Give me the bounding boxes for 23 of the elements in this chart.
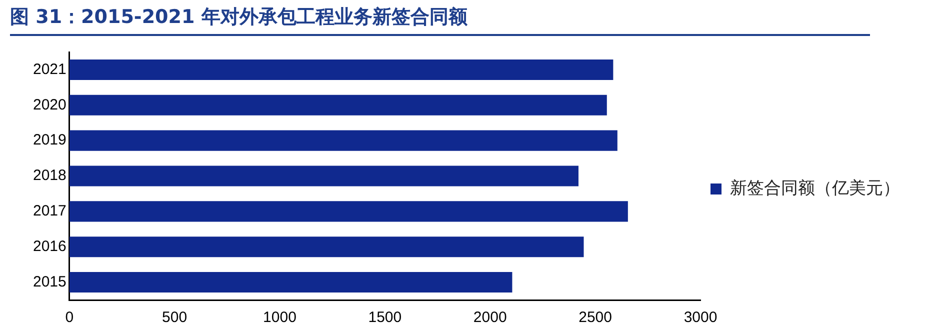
bar	[69, 236, 584, 258]
x-tick-label: 3000	[684, 309, 718, 326]
bar	[69, 130, 618, 151]
y-tick-label: 2021	[32, 60, 66, 78]
y-tick-label: 2019	[32, 132, 66, 149]
bar	[69, 59, 614, 80]
y-tick-label: 2020	[32, 96, 66, 114]
y-tick-label: 2017	[32, 202, 66, 220]
bar	[69, 166, 578, 186]
x-tick-label: 1500	[368, 309, 402, 326]
y-tick-label: 2016	[32, 238, 66, 255]
legend-label: 新签合同额（亿美元）	[730, 178, 900, 198]
y-tick-label: 2015	[32, 273, 66, 290]
bar	[69, 94, 607, 116]
chart-title: 图 31：2015-2021 年对外承包工程业务新签合同额	[10, 4, 870, 36]
x-tick-label: 2500	[578, 309, 612, 326]
x-tick-label: 0	[65, 309, 74, 326]
y-tick-label: 2018	[32, 167, 66, 184]
bar	[69, 201, 628, 222]
x-tick-label: 1000	[263, 309, 296, 326]
x-tick-label: 2000	[473, 309, 507, 326]
x-tick-label: 500	[162, 309, 188, 326]
bar	[69, 272, 512, 293]
